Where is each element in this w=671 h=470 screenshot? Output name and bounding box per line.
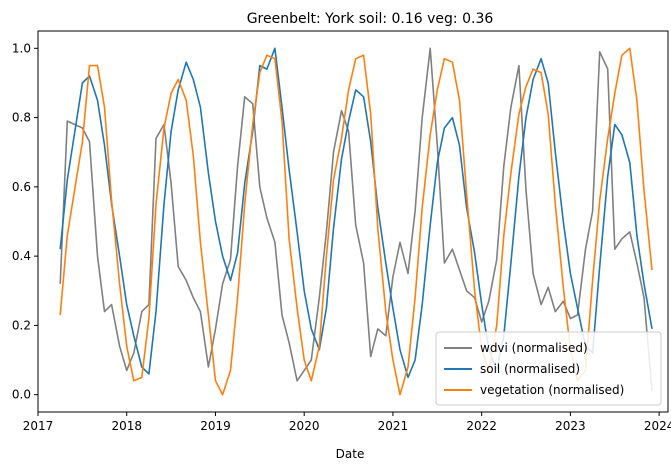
chart-title: Greenbelt: York soil: 0.16 veg: 0.36 xyxy=(247,11,494,27)
x-tick-label: 2022 xyxy=(466,419,497,433)
x-tick-label: 2019 xyxy=(200,419,231,433)
plot-frame xyxy=(37,30,669,413)
legend-label: soil (normalised) xyxy=(480,362,580,376)
y-tick-label: 0.2 xyxy=(12,318,31,332)
x-tick-label: 2020 xyxy=(289,419,320,433)
y-tick-label: 0.0 xyxy=(12,388,31,402)
x-axis-title: Date xyxy=(336,447,365,461)
legend: wdvi (normalised) soil (normalised) vegeta… xyxy=(435,331,662,406)
x-tick-label: 2023 xyxy=(555,419,586,433)
x-tick-label: 2024 xyxy=(644,419,671,433)
y-axis: 0.0 0.2 0.4 0.6 0.8 1.0 xyxy=(12,41,38,402)
series-line-2 xyxy=(59,47,653,396)
legend-label: wdvi (normalised) xyxy=(480,341,588,355)
series-line-0 xyxy=(59,47,653,392)
x-tick-label: 2021 xyxy=(378,419,409,433)
y-tick-label: 0.4 xyxy=(12,249,31,263)
x-tick-label: 2018 xyxy=(111,419,142,433)
y-tick-label: 0.8 xyxy=(12,111,31,125)
x-axis: 2017 2018 2019 2020 2021 2022 2023 2024 xyxy=(23,412,671,433)
series-layer xyxy=(59,47,653,396)
y-tick-label: 1.0 xyxy=(12,41,31,55)
series-line-1 xyxy=(59,47,653,379)
x-tick-label: 2017 xyxy=(23,419,54,433)
y-tick-label: 0.6 xyxy=(12,180,31,194)
legend-label: vegetation (normalised) xyxy=(480,383,624,397)
legend-box xyxy=(435,331,662,406)
